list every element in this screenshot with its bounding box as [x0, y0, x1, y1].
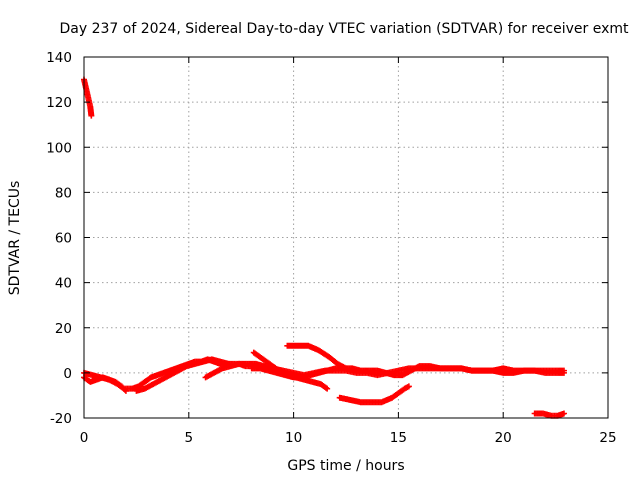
- x-tick-label: 20: [495, 430, 512, 446]
- y-tick-label: -20: [50, 411, 72, 427]
- data-point: [405, 383, 412, 390]
- data-point: [560, 367, 567, 374]
- series-seg8: [250, 349, 331, 392]
- x-tick-label: 0: [80, 430, 89, 446]
- series-seg11: [531, 410, 567, 419]
- grid-lines: [84, 57, 608, 418]
- data-points: [81, 76, 567, 419]
- y-tick-label: 100: [46, 140, 72, 156]
- chart-title: Day 237 of 2024, Sidereal Day-to-day VTE…: [60, 21, 630, 37]
- series-seg10: [336, 383, 412, 406]
- data-point: [324, 385, 331, 392]
- data-point: [343, 365, 349, 372]
- x-tick-label: 10: [285, 430, 302, 446]
- x-tick-label: 15: [390, 430, 407, 446]
- axis-ticks: 0 5 10 15 20 25 -20 0 20 40 60 80 100 120 140: [46, 50, 616, 446]
- y-tick-label: 20: [55, 321, 72, 337]
- series-seg9: [284, 342, 349, 372]
- x-tick-label: 5: [185, 430, 194, 446]
- data-point: [560, 410, 567, 417]
- y-tick-label: 60: [55, 231, 72, 247]
- x-axis-label: GPS time / hours: [287, 458, 404, 474]
- data-point: [88, 112, 95, 119]
- y-axis-label: SDTVAR / TECUs: [7, 181, 23, 296]
- series-seg5: [133, 356, 232, 394]
- y-tick-label: 0: [63, 366, 72, 382]
- x-tick-label: 25: [599, 430, 616, 446]
- y-tick-label: 140: [46, 50, 72, 66]
- y-tick-label: 80: [55, 185, 72, 201]
- y-tick-label: 120: [46, 95, 72, 111]
- series-seg3: [81, 369, 127, 392]
- series-seg1: [81, 76, 95, 119]
- y-tick-label: 40: [55, 276, 72, 292]
